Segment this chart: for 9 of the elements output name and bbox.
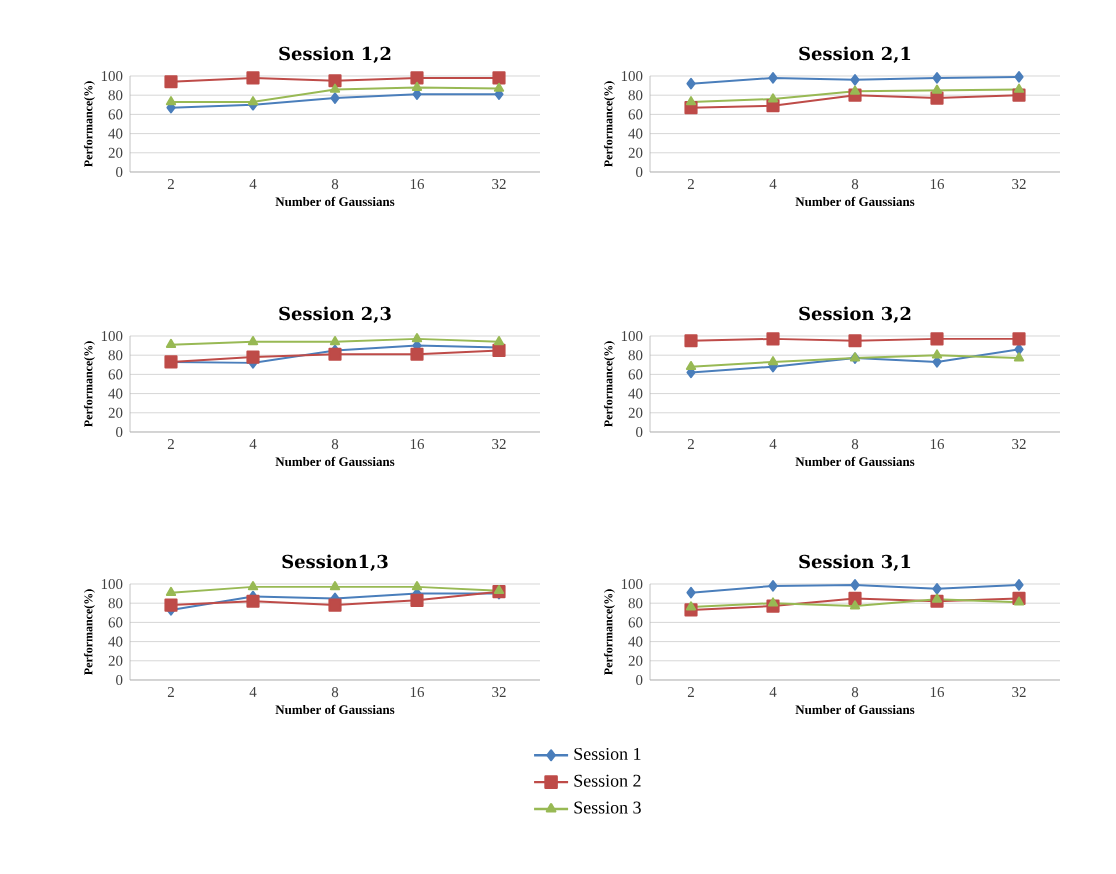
chart-title: Session1,3 [282,554,388,572]
chart-title: Session 1,2 [279,46,391,64]
legend-label: Session 1 [574,747,641,760]
legend-label: Session 3 [574,801,641,814]
chart-title: Session 2,1 [799,46,911,64]
legend-label: Session 2 [574,774,641,787]
chart-title: Session 2,3 [279,306,391,324]
chart-title: Session 3,1 [799,554,911,572]
chart-title: Session 3,2 [799,306,911,324]
